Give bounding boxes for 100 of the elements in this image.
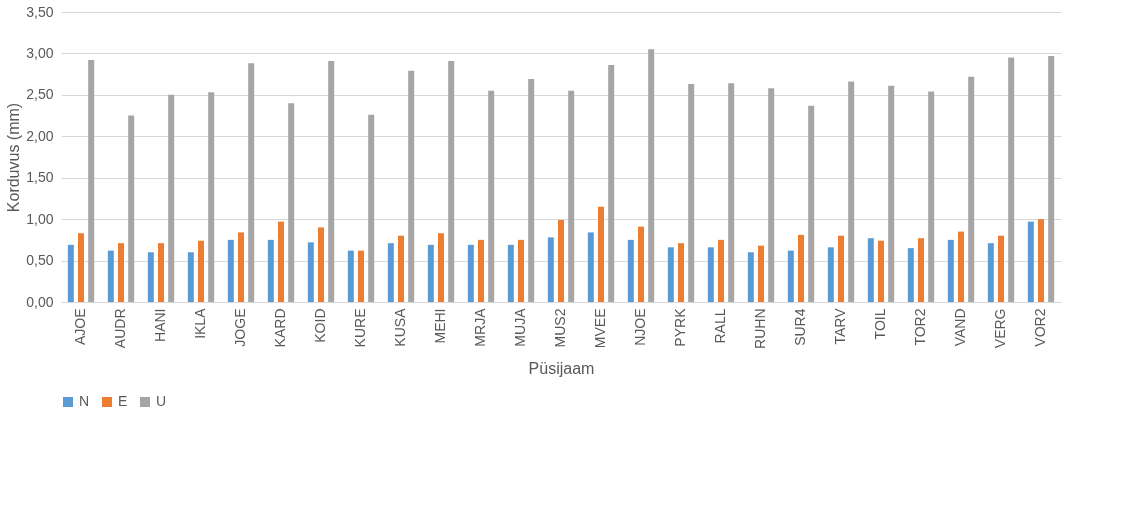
bar: [128, 115, 135, 302]
legend-label: U: [156, 393, 167, 409]
bar: [67, 244, 74, 302]
bar: [587, 232, 594, 302]
bar: [678, 243, 684, 302]
x-tick-label: MUJA: [512, 307, 528, 347]
bar: [168, 94, 175, 302]
bar: [107, 250, 114, 302]
x-tick-label: RALL: [712, 308, 728, 344]
bar: [848, 81, 855, 302]
legend-label: N: [79, 393, 90, 409]
bar: [608, 65, 615, 302]
bar: [627, 239, 634, 302]
x-tick-label: VOR2: [1032, 308, 1048, 347]
bar: [827, 247, 834, 302]
x-tick-label: NJOE: [632, 308, 648, 346]
bar: [507, 244, 514, 302]
bar: [387, 243, 394, 302]
y-tick-label: 3,50: [26, 3, 54, 20]
x-tick-label: VERG: [992, 308, 1008, 349]
bar: [838, 235, 844, 302]
bar: [688, 84, 695, 302]
bar: [187, 252, 194, 302]
x-tick-label: JOGE: [232, 308, 248, 347]
bar: [467, 244, 474, 302]
bar: [798, 234, 804, 302]
bar: [88, 60, 95, 302]
bar: [987, 243, 994, 302]
bar: [478, 239, 484, 302]
bar: [648, 49, 655, 302]
bar: [248, 63, 255, 302]
bar: [787, 250, 794, 302]
y-tick-label: 3,00: [26, 44, 54, 61]
bar: [398, 235, 404, 302]
bar: [747, 252, 754, 302]
bar: [907, 248, 914, 302]
bar: [488, 90, 495, 302]
bar: [768, 88, 775, 302]
bar: [408, 70, 415, 302]
bar: [78, 233, 84, 302]
y-tick-label: 0,50: [26, 252, 54, 269]
bar: [707, 247, 714, 302]
bar: [558, 219, 564, 302]
bar: [598, 206, 604, 302]
y-tick-label: 1,50: [26, 169, 54, 186]
x-tick-label: AJOE: [72, 308, 88, 346]
x-tick-label: KUSA: [392, 307, 408, 347]
bar: [438, 233, 444, 302]
bar: [158, 243, 164, 302]
bar: [278, 221, 284, 302]
bar: [118, 243, 124, 302]
bar: [518, 239, 524, 302]
x-tick-label: HANI: [152, 308, 168, 342]
y-tick-label: 0,00: [26, 293, 54, 310]
x-tick-label: MRJA: [472, 307, 488, 347]
bar: [998, 235, 1004, 302]
bar: [928, 91, 935, 302]
bar: [808, 105, 815, 302]
x-tick-label: TOR2: [912, 308, 928, 346]
x-tick-label: MEHI: [432, 308, 448, 344]
bar: [968, 76, 975, 302]
bar: [918, 238, 924, 302]
bar: [728, 83, 735, 302]
x-tick-label: TOIL: [872, 308, 888, 340]
x-tick-label: SUR4: [792, 308, 808, 346]
x-tick-label: KOID: [312, 308, 328, 343]
x-tick-label: PYRK: [672, 307, 688, 347]
y-tick-label: 1,00: [26, 210, 54, 227]
bar: [638, 226, 644, 302]
bar: [867, 238, 874, 302]
bar: [667, 247, 674, 302]
bar: [288, 103, 295, 302]
bar: [958, 231, 964, 302]
bar: [568, 90, 575, 302]
x-tick-label: KARD: [272, 308, 288, 348]
bar: [547, 237, 554, 302]
bar: [318, 227, 324, 302]
y-tick-label: 2,50: [26, 86, 54, 103]
bar: [448, 60, 455, 302]
bar: [1027, 221, 1034, 302]
bar: [347, 250, 354, 302]
bar: [208, 92, 215, 302]
bar: [1008, 57, 1015, 302]
x-tick-label: AUDR: [112, 308, 128, 349]
y-tick-label: 2,00: [26, 127, 54, 144]
bar: [307, 242, 314, 302]
bar: [358, 250, 364, 302]
x-tick-label: MVEE: [592, 308, 608, 349]
bar: [238, 232, 244, 302]
bar: [947, 239, 954, 302]
bar: [1038, 219, 1044, 302]
x-tick-label: IKLA: [192, 307, 208, 339]
bar: [147, 252, 154, 302]
bar: [227, 239, 234, 302]
x-tick-label: VAND: [952, 308, 968, 347]
bar: [528, 79, 535, 302]
y-axis-title: Korduvus (mm): [5, 102, 23, 213]
bar: [328, 60, 335, 302]
bar: [878, 240, 884, 302]
bar: [368, 114, 375, 302]
